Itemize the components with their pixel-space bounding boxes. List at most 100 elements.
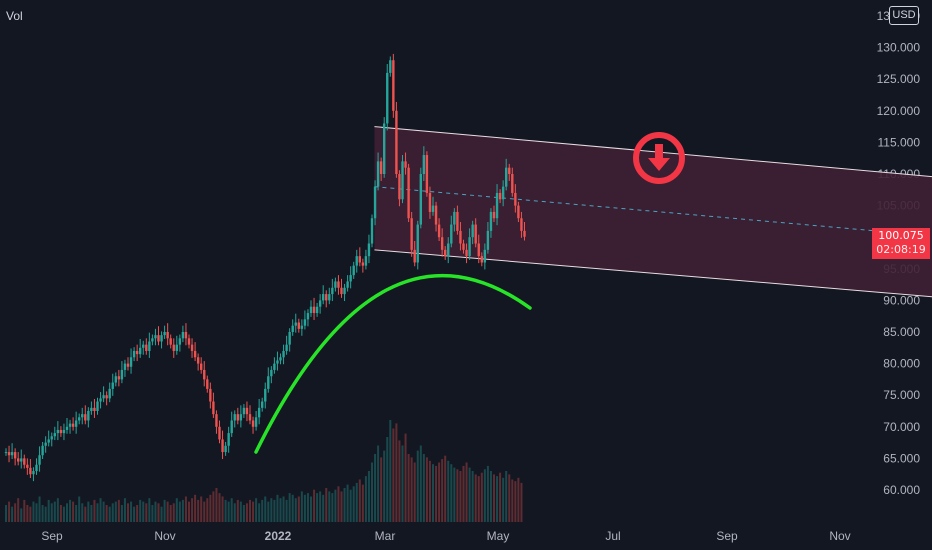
volume-bar <box>432 464 434 522</box>
regression-channel-fill[interactable] <box>374 126 932 440</box>
volume-bar <box>386 437 389 522</box>
channel-upper-line[interactable] <box>374 126 932 329</box>
volume-bar <box>303 494 306 522</box>
candle-body <box>297 322 300 329</box>
candle-body <box>157 335 160 342</box>
candle-body <box>517 205 520 219</box>
volume-bar <box>435 465 438 522</box>
volume-bar <box>310 496 312 522</box>
y-tick-label: 60.000 <box>883 483 920 497</box>
y-tick-label: 120.000 <box>877 104 921 118</box>
volume-bar <box>444 455 447 522</box>
arc-curve[interactable] <box>254 273 532 454</box>
volume-bar <box>364 476 367 522</box>
candle-body <box>422 155 426 174</box>
volume-bar <box>38 496 41 522</box>
down-arrow-circle-icon[interactable] <box>633 132 685 184</box>
candle-body <box>62 429 66 434</box>
volume-indicator-label[interactable]: Vol <box>6 9 23 23</box>
volume-bar <box>407 454 410 522</box>
volume-bar <box>462 465 465 522</box>
volume-bar <box>215 488 218 522</box>
candle-body <box>196 357 200 364</box>
x-tick-label: Jul <box>605 529 620 543</box>
volume-bar <box>361 484 364 522</box>
candle-body <box>370 218 374 244</box>
candle-body <box>224 445 227 453</box>
candle-body <box>29 467 32 475</box>
candle-body <box>364 256 368 266</box>
volume-bar <box>468 467 471 522</box>
volume-bar <box>81 503 84 522</box>
candle-body <box>193 350 197 358</box>
volume-bar <box>5 505 7 522</box>
candle-body <box>4 452 8 454</box>
candle-body <box>74 420 78 427</box>
candle-body <box>99 398 102 402</box>
candle-body <box>10 452 14 456</box>
candle-body <box>325 294 328 301</box>
candle-body <box>230 420 233 434</box>
currency-button[interactable]: USD <box>889 6 919 25</box>
volume-bar <box>139 499 142 522</box>
volume-bar <box>236 499 239 522</box>
volume-bar <box>230 498 233 522</box>
bar-countdown: 02:08:19 <box>876 243 926 256</box>
candle-body <box>32 471 35 475</box>
volume-bar <box>239 501 242 522</box>
candle-body <box>300 325 304 329</box>
volume-bar <box>441 459 444 522</box>
candle-body <box>148 341 151 351</box>
candle-body <box>184 332 188 339</box>
volume-bar <box>459 471 462 522</box>
volume-bar <box>66 503 68 522</box>
y-tick-label: 85.000 <box>883 325 920 339</box>
volume-bar <box>313 489 316 522</box>
volume-bar <box>62 506 65 522</box>
candle-body <box>407 167 410 219</box>
volume-bar <box>285 499 288 522</box>
candle-body <box>456 211 459 231</box>
volume-bar <box>154 501 157 522</box>
volume-bar <box>72 501 75 522</box>
x-tick-label: May <box>487 529 510 543</box>
candle-body <box>447 243 450 257</box>
volume-bar <box>117 499 120 522</box>
candle-body <box>242 407 246 415</box>
candle-body <box>511 174 514 193</box>
volume-bar <box>99 498 102 522</box>
candle-body <box>303 319 307 326</box>
candle-body <box>383 123 386 174</box>
volume-bar <box>493 474 495 522</box>
candle-body <box>389 60 392 73</box>
candle-body <box>59 429 63 434</box>
candle-body <box>123 363 127 370</box>
volume-bar <box>224 499 227 522</box>
y-tick-label: 65.000 <box>883 451 920 465</box>
candle-body <box>318 300 322 307</box>
candle-body <box>459 230 462 244</box>
volume-bar <box>258 503 261 522</box>
volume-bar <box>334 489 337 522</box>
volume-bar <box>282 496 285 522</box>
channel-lower-line[interactable] <box>374 249 932 440</box>
volume-bar <box>87 501 90 522</box>
candle-body <box>386 72 389 124</box>
volume-bar <box>306 493 309 522</box>
volume-bar <box>90 505 93 522</box>
volume-bar <box>194 494 197 522</box>
volume-bar <box>181 499 184 522</box>
volume-bar <box>221 496 224 522</box>
candle-body <box>135 350 139 355</box>
volume-bar <box>276 494 279 522</box>
candle-body <box>13 452 17 459</box>
volume-bar <box>419 445 422 522</box>
volume-bar <box>11 506 14 522</box>
candle-body <box>523 230 526 237</box>
channel-midline[interactable] <box>374 186 932 386</box>
candle-body <box>81 414 84 418</box>
candle-body <box>96 401 99 411</box>
y-tick-label: 75.000 <box>883 388 920 402</box>
